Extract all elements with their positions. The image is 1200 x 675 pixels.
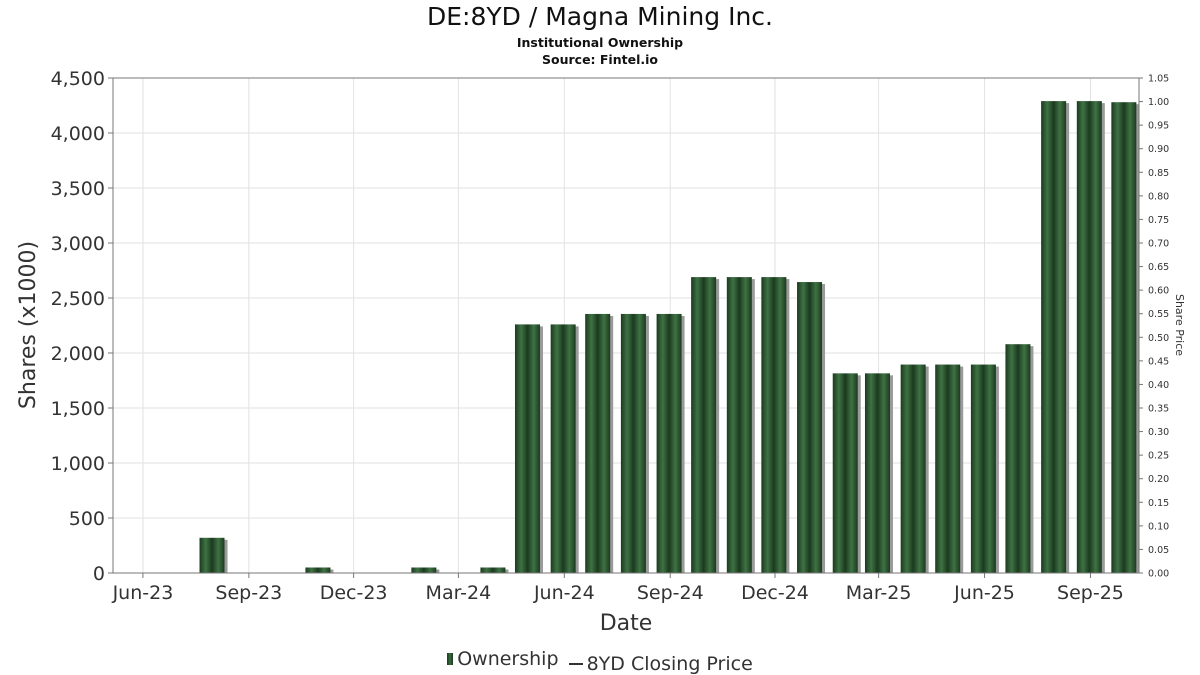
ownership-bar [199,537,225,573]
y2-tick-label: 0.60 [1148,286,1169,297]
chart-title: DE:8YD / Magna Mining Inc. [427,2,773,31]
x-tick-label: Mar-24 [426,582,492,604]
y-tick-label: 3,500 [51,178,105,200]
y-axis-label: Shares (x1000) [16,241,41,409]
ownership-bar [761,277,787,573]
ownership-bar [480,567,506,573]
ownership-bar [691,277,717,573]
x-tick-label: Sep-23 [215,582,282,604]
ownership-swatch-icon [447,653,454,665]
y2-tick-label: 1.00 [1148,97,1169,108]
x-tick-label: Dec-23 [320,582,388,604]
x-axis-label: Date [600,611,653,636]
y2-axis: 0.00 0.05 0.10 0.15 0.20 0.25 0.30 0.35 0.40 0.45… [1139,74,1169,580]
ownership-bar [411,567,437,573]
ownership-bar [1041,101,1067,573]
y-axis: 0 500 1,000 1,500 2,000 2,500 3,000 3,500 4,000 4… [51,68,113,585]
ownership-bar [1076,101,1102,573]
ownership-bar [514,324,540,573]
x-axis: Jun-23 Sep-23 Dec-23 Mar-24 Jun-24 Sep-24 Dec-… [112,573,1124,604]
y2-tick-label: 0.55 [1148,309,1169,320]
ownership-bar [656,313,682,573]
y-tick-label: 1,500 [51,398,105,420]
legend-price: 8YD Closing Price [565,653,753,675]
y2-tick-label: 0.95 [1148,121,1169,132]
y2-tick-label: 0.05 [1148,545,1169,556]
y-tick-label: 2,000 [51,343,105,365]
y2-tick-label: 0.85 [1148,168,1169,179]
y-tick-label: 4,000 [51,123,105,145]
y-tick-label: 2,500 [51,288,105,310]
chart-source: Source: Fintel.io [542,52,658,67]
ownership-bar [305,567,331,573]
x-tick-label: Jun-25 [953,582,1015,604]
chart-subtitle: Institutional Ownership [516,35,684,50]
y2-tick-label: 1.05 [1148,74,1169,85]
plot-frame [112,77,1140,574]
ownership-bar [900,364,926,573]
y-tick-label: 0 [93,563,105,585]
y2-tick-label: 0.50 [1148,333,1169,344]
legend-ownership: Ownership [447,648,559,670]
ownership-bar [1111,102,1137,573]
ownership-bar [970,364,996,573]
y-tick-label: 1,000 [51,453,105,475]
ownership-bar [935,364,961,573]
ownership-bar [726,277,752,573]
y2-tick-label: 0.40 [1148,380,1169,391]
ownership-chart: 0 500 1,000 1,500 2,000 2,500 3,000 3,500 4,000 4… [16,68,1186,636]
x-tick-label: Mar-25 [846,582,912,604]
y-tick-label: 500 [69,508,105,530]
ownership-bar [1005,344,1031,573]
y2-tick-label: 0.90 [1148,144,1169,155]
y-tick-label: 4,500 [51,68,105,90]
y2-axis-label: Share Price [1173,294,1186,356]
legend: Ownership 8YD Closing Price [0,648,1200,675]
y-tick-label: 3,000 [51,233,105,255]
ownership-bar [550,324,576,573]
y2-tick-label: 0.75 [1148,215,1169,226]
ownership-bar [797,282,823,573]
y2-tick-label: 0.70 [1148,239,1169,250]
y2-tick-label: 0.15 [1148,498,1169,509]
x-tick-label: Sep-24 [637,582,704,604]
legend-ownership-label: Ownership [457,648,559,670]
x-tick-label: Jun-24 [533,582,595,604]
y2-tick-label: 0.20 [1148,474,1169,485]
legend-price-label: 8YD Closing Price [586,653,753,675]
y2-tick-label: 0.10 [1148,521,1169,532]
x-tick-label: Jun-23 [112,582,174,604]
ownership-bar [864,373,890,573]
x-tick-label: Sep-25 [1057,582,1124,604]
x-tick-label: Dec-24 [741,582,809,604]
y2-tick-label: 0.30 [1148,427,1169,438]
ownership-bar [832,373,858,573]
y2-tick-label: 0.35 [1148,404,1169,415]
price-line-icon [568,663,583,665]
ownership-bar [620,313,646,573]
y2-tick-label: 0.00 [1148,569,1169,580]
y2-tick-label: 0.65 [1148,262,1169,273]
ownership-bar [585,313,611,573]
ownership-bars [199,101,1140,573]
y2-tick-label: 0.25 [1148,451,1169,462]
y2-tick-label: 0.80 [1148,191,1169,202]
y2-tick-label: 0.45 [1148,356,1169,367]
